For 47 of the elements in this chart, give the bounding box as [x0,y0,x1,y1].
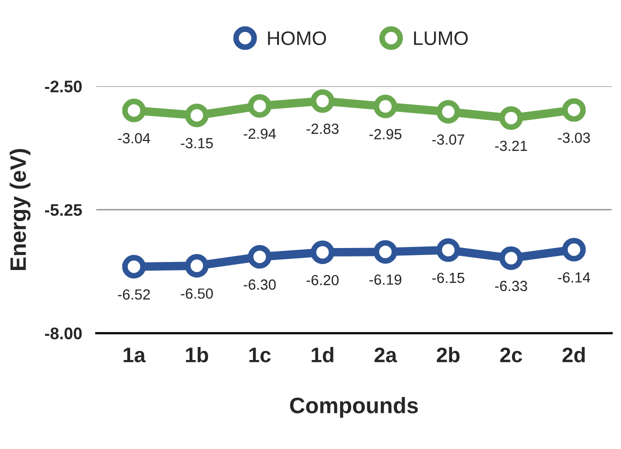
point [562,238,586,262]
y-tick-label: -2.50 [45,80,82,92]
point [248,245,272,269]
x-axis-title: Compounds [290,397,418,418]
y-tick-label: -8.00 [45,328,82,340]
x-tick-label: 2d [562,347,585,362]
data-label: -6.20 [306,274,339,286]
data-label: -6.14 [558,272,590,283]
data-label: -3.21 [495,140,528,152]
legend-label: LUMO [414,31,468,46]
point [122,254,146,279]
point [436,238,460,262]
x-tick-label: 1b [186,347,208,362]
point [499,106,523,130]
data-label: -3.07 [432,134,464,145]
x-tick-label: 2c [500,348,522,362]
y-axis-title: Energy (eV) [10,149,30,270]
point [185,254,209,278]
data-label: -6.50 [180,288,213,299]
legend-label: HOMO [268,31,326,46]
data-label: -3.04 [118,133,150,144]
data-label: -2.83 [306,124,339,134]
point [248,94,272,118]
data-label: -6.15 [432,272,464,284]
point [122,98,146,122]
point [310,89,334,113]
data-label: -6.19 [369,274,402,285]
x-tick-label: 1c [249,348,271,362]
data-label: -6.33 [495,280,528,292]
data-label: -6.30 [244,279,276,290]
data-label: -2.94 [244,128,276,139]
point [499,246,523,270]
x-tick-label: 2b [436,347,460,362]
point [562,98,586,122]
point [310,240,334,264]
point [436,100,460,124]
data-label: -6.52 [118,289,150,300]
x-tick-label: 1d [312,347,334,362]
x-tick-label: 1a [124,348,146,362]
x-tick-label: 2a [374,348,398,362]
point [374,240,398,264]
y-tick-label: -5.25 [45,204,82,216]
point [374,94,398,118]
data-label: -2.95 [369,129,402,140]
data-label: -3.03 [558,132,590,143]
point [185,104,209,128]
data-label: -3.15 [180,138,213,148]
